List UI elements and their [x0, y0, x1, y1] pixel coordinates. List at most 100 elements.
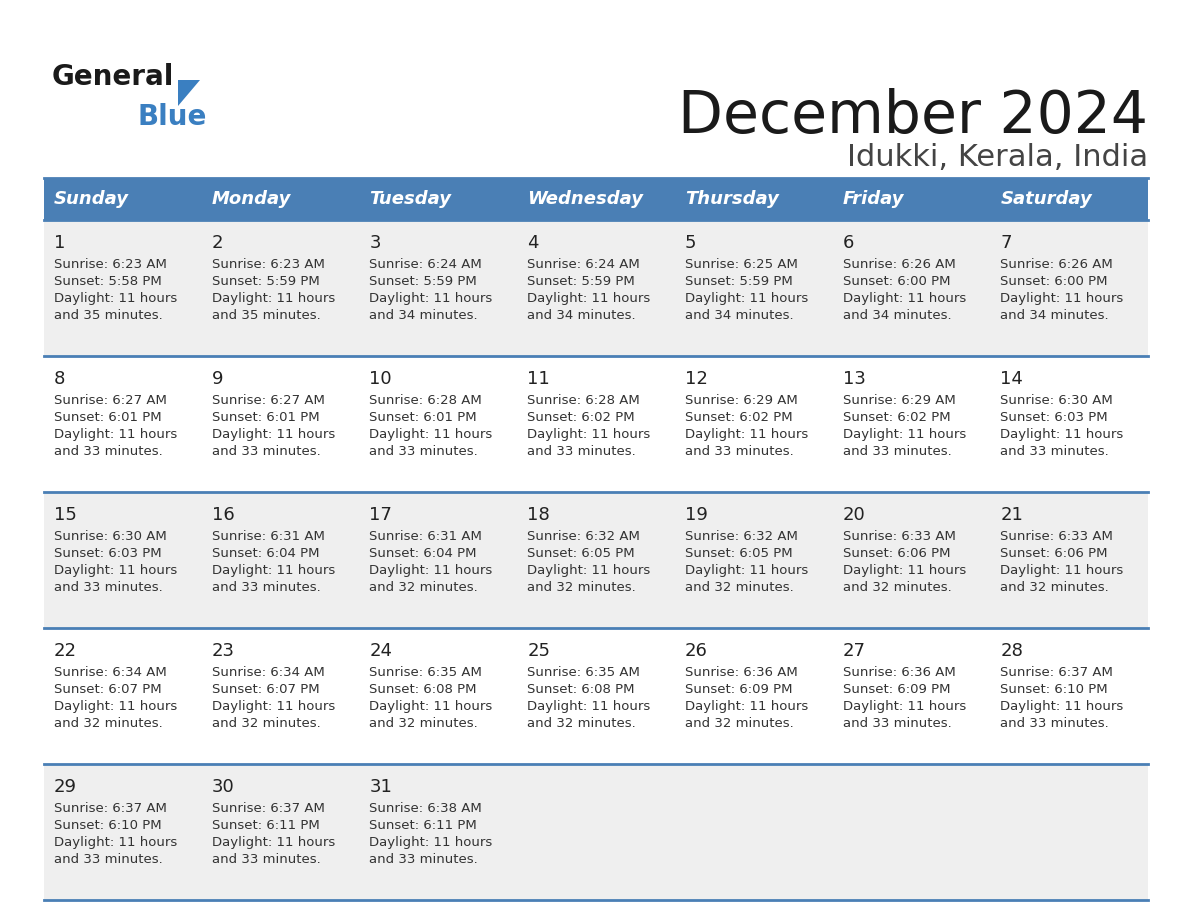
Text: Sunset: 6:10 PM: Sunset: 6:10 PM	[53, 819, 162, 832]
Text: and 34 minutes.: and 34 minutes.	[842, 309, 952, 322]
Text: Sunset: 6:11 PM: Sunset: 6:11 PM	[369, 819, 478, 832]
Text: December 2024: December 2024	[678, 88, 1148, 145]
Text: 9: 9	[211, 370, 223, 388]
Text: 16: 16	[211, 506, 234, 524]
Text: Daylight: 11 hours: Daylight: 11 hours	[369, 292, 493, 305]
Text: 13: 13	[842, 370, 865, 388]
Text: and 32 minutes.: and 32 minutes.	[527, 581, 636, 594]
Text: Friday: Friday	[842, 190, 904, 208]
Text: Sunrise: 6:32 AM: Sunrise: 6:32 AM	[684, 530, 797, 543]
Text: and 35 minutes.: and 35 minutes.	[53, 309, 163, 322]
Text: Sunset: 6:03 PM: Sunset: 6:03 PM	[53, 547, 162, 560]
Text: Sunset: 6:06 PM: Sunset: 6:06 PM	[842, 547, 950, 560]
Text: 22: 22	[53, 642, 77, 660]
Text: Daylight: 11 hours: Daylight: 11 hours	[369, 700, 493, 713]
Text: General: General	[52, 63, 175, 91]
Text: Sunrise: 6:35 AM: Sunrise: 6:35 AM	[527, 666, 640, 679]
Text: Sunset: 6:04 PM: Sunset: 6:04 PM	[211, 547, 320, 560]
Text: 14: 14	[1000, 370, 1023, 388]
Text: Sunset: 6:03 PM: Sunset: 6:03 PM	[1000, 411, 1108, 424]
Text: 20: 20	[842, 506, 865, 524]
Text: Sunrise: 6:37 AM: Sunrise: 6:37 AM	[211, 802, 324, 815]
Text: Sunset: 6:08 PM: Sunset: 6:08 PM	[527, 683, 634, 696]
Text: Idukki, Kerala, India: Idukki, Kerala, India	[847, 143, 1148, 172]
Text: Sunrise: 6:26 AM: Sunrise: 6:26 AM	[1000, 258, 1113, 271]
Text: 27: 27	[842, 642, 866, 660]
Text: Sunset: 6:04 PM: Sunset: 6:04 PM	[369, 547, 476, 560]
Text: Sunset: 6:06 PM: Sunset: 6:06 PM	[1000, 547, 1107, 560]
Text: Sunrise: 6:24 AM: Sunrise: 6:24 AM	[369, 258, 482, 271]
Text: and 32 minutes.: and 32 minutes.	[527, 717, 636, 730]
Text: Sunset: 6:02 PM: Sunset: 6:02 PM	[842, 411, 950, 424]
Text: Sunday: Sunday	[53, 190, 129, 208]
Text: and 33 minutes.: and 33 minutes.	[211, 445, 321, 458]
Text: Daylight: 11 hours: Daylight: 11 hours	[53, 700, 177, 713]
Text: Daylight: 11 hours: Daylight: 11 hours	[1000, 700, 1124, 713]
Text: Sunset: 6:09 PM: Sunset: 6:09 PM	[684, 683, 792, 696]
Text: Daylight: 11 hours: Daylight: 11 hours	[211, 564, 335, 577]
Text: 29: 29	[53, 778, 77, 796]
Text: and 32 minutes.: and 32 minutes.	[684, 717, 794, 730]
Text: Sunset: 6:01 PM: Sunset: 6:01 PM	[369, 411, 478, 424]
Text: and 33 minutes.: and 33 minutes.	[1000, 717, 1110, 730]
Text: Saturday: Saturday	[1000, 190, 1092, 208]
Text: Daylight: 11 hours: Daylight: 11 hours	[684, 292, 808, 305]
Text: Sunset: 6:07 PM: Sunset: 6:07 PM	[53, 683, 162, 696]
Text: Daylight: 11 hours: Daylight: 11 hours	[527, 564, 650, 577]
Text: and 33 minutes.: and 33 minutes.	[53, 445, 163, 458]
Text: Sunset: 6:10 PM: Sunset: 6:10 PM	[1000, 683, 1108, 696]
Text: Daylight: 11 hours: Daylight: 11 hours	[53, 564, 177, 577]
Text: Daylight: 11 hours: Daylight: 11 hours	[1000, 428, 1124, 441]
Text: 6: 6	[842, 234, 854, 252]
Text: Daylight: 11 hours: Daylight: 11 hours	[211, 836, 335, 849]
Text: Daylight: 11 hours: Daylight: 11 hours	[369, 564, 493, 577]
Text: and 34 minutes.: and 34 minutes.	[369, 309, 478, 322]
Text: Daylight: 11 hours: Daylight: 11 hours	[53, 836, 177, 849]
Text: Sunset: 6:11 PM: Sunset: 6:11 PM	[211, 819, 320, 832]
Text: 10: 10	[369, 370, 392, 388]
Text: 30: 30	[211, 778, 234, 796]
Text: Sunrise: 6:32 AM: Sunrise: 6:32 AM	[527, 530, 640, 543]
Text: 12: 12	[684, 370, 708, 388]
Text: 21: 21	[1000, 506, 1023, 524]
Text: 23: 23	[211, 642, 235, 660]
Bar	[44, 628, 1148, 764]
Text: 8: 8	[53, 370, 65, 388]
Text: Sunset: 6:00 PM: Sunset: 6:00 PM	[1000, 275, 1107, 288]
Text: and 33 minutes.: and 33 minutes.	[842, 445, 952, 458]
Text: Daylight: 11 hours: Daylight: 11 hours	[527, 292, 650, 305]
Text: and 34 minutes.: and 34 minutes.	[1000, 309, 1108, 322]
Text: Daylight: 11 hours: Daylight: 11 hours	[684, 700, 808, 713]
Text: and 33 minutes.: and 33 minutes.	[211, 853, 321, 866]
Text: 31: 31	[369, 778, 392, 796]
Text: Daylight: 11 hours: Daylight: 11 hours	[527, 428, 650, 441]
Text: Daylight: 11 hours: Daylight: 11 hours	[211, 292, 335, 305]
Text: Sunrise: 6:29 AM: Sunrise: 6:29 AM	[842, 394, 955, 407]
Text: and 32 minutes.: and 32 minutes.	[684, 581, 794, 594]
Text: 1: 1	[53, 234, 65, 252]
Text: Sunset: 5:59 PM: Sunset: 5:59 PM	[369, 275, 478, 288]
Text: and 33 minutes.: and 33 minutes.	[684, 445, 794, 458]
Text: and 34 minutes.: and 34 minutes.	[684, 309, 794, 322]
Text: Sunrise: 6:35 AM: Sunrise: 6:35 AM	[369, 666, 482, 679]
Text: Sunset: 6:08 PM: Sunset: 6:08 PM	[369, 683, 476, 696]
Text: and 33 minutes.: and 33 minutes.	[369, 445, 479, 458]
Text: Sunset: 6:09 PM: Sunset: 6:09 PM	[842, 683, 950, 696]
Text: Monday: Monday	[211, 190, 291, 208]
Bar	[44, 492, 1148, 628]
Text: Daylight: 11 hours: Daylight: 11 hours	[842, 428, 966, 441]
Text: Sunrise: 6:34 AM: Sunrise: 6:34 AM	[211, 666, 324, 679]
Text: Sunrise: 6:33 AM: Sunrise: 6:33 AM	[1000, 530, 1113, 543]
Text: Tuesday: Tuesday	[369, 190, 451, 208]
Text: Sunset: 5:59 PM: Sunset: 5:59 PM	[211, 275, 320, 288]
Text: 2: 2	[211, 234, 223, 252]
Polygon shape	[178, 80, 200, 106]
Text: Sunrise: 6:29 AM: Sunrise: 6:29 AM	[684, 394, 797, 407]
Text: Sunrise: 6:34 AM: Sunrise: 6:34 AM	[53, 666, 166, 679]
Text: Sunrise: 6:23 AM: Sunrise: 6:23 AM	[53, 258, 166, 271]
Text: Sunset: 6:01 PM: Sunset: 6:01 PM	[53, 411, 162, 424]
Text: Sunset: 5:58 PM: Sunset: 5:58 PM	[53, 275, 162, 288]
Text: Sunset: 6:01 PM: Sunset: 6:01 PM	[211, 411, 320, 424]
Text: 11: 11	[527, 370, 550, 388]
Text: Sunrise: 6:27 AM: Sunrise: 6:27 AM	[211, 394, 324, 407]
